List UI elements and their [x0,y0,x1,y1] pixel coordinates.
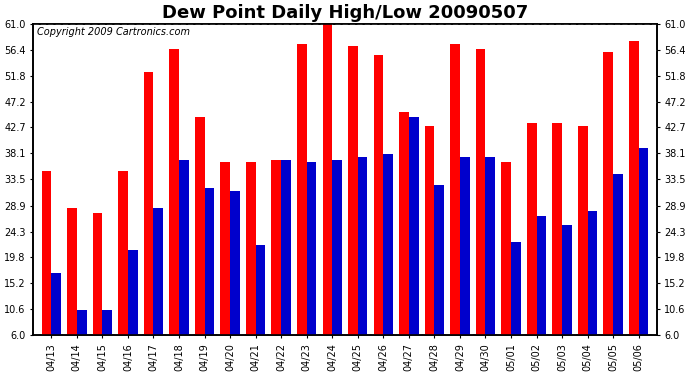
Bar [297,44,306,335]
Bar [358,157,368,335]
Bar [67,208,77,335]
Bar [92,213,102,335]
Bar [144,72,153,335]
Bar [230,191,240,335]
Bar [537,216,546,335]
Bar [255,244,266,335]
Bar [613,174,623,335]
Bar [578,126,588,335]
Bar [629,41,639,335]
Text: Copyright 2009 Cartronics.com: Copyright 2009 Cartronics.com [37,27,190,37]
Bar [450,44,460,335]
Bar [604,52,613,335]
Bar [332,160,342,335]
Bar [373,55,384,335]
Bar [220,162,230,335]
Bar [118,171,128,335]
Bar [51,273,61,335]
Bar [553,123,562,335]
Bar [77,310,86,335]
Bar [384,154,393,335]
Title: Dew Point Daily High/Low 20090507: Dew Point Daily High/Low 20090507 [162,4,528,22]
Bar [322,24,332,335]
Bar [424,126,435,335]
Bar [348,46,358,335]
Bar [204,188,214,335]
Bar [246,162,255,335]
Bar [195,117,204,335]
Bar [153,208,163,335]
Bar [271,160,281,335]
Bar [102,310,112,335]
Bar [562,225,572,335]
Bar [435,185,444,335]
Bar [399,111,409,335]
Bar [486,157,495,335]
Bar [588,211,598,335]
Bar [476,49,486,335]
Bar [409,117,419,335]
Bar [281,160,291,335]
Bar [41,171,51,335]
Bar [460,157,470,335]
Bar [179,160,188,335]
Bar [511,242,521,335]
Bar [502,162,511,335]
Bar [639,148,649,335]
Bar [527,123,537,335]
Bar [169,49,179,335]
Bar [306,162,317,335]
Bar [128,250,137,335]
